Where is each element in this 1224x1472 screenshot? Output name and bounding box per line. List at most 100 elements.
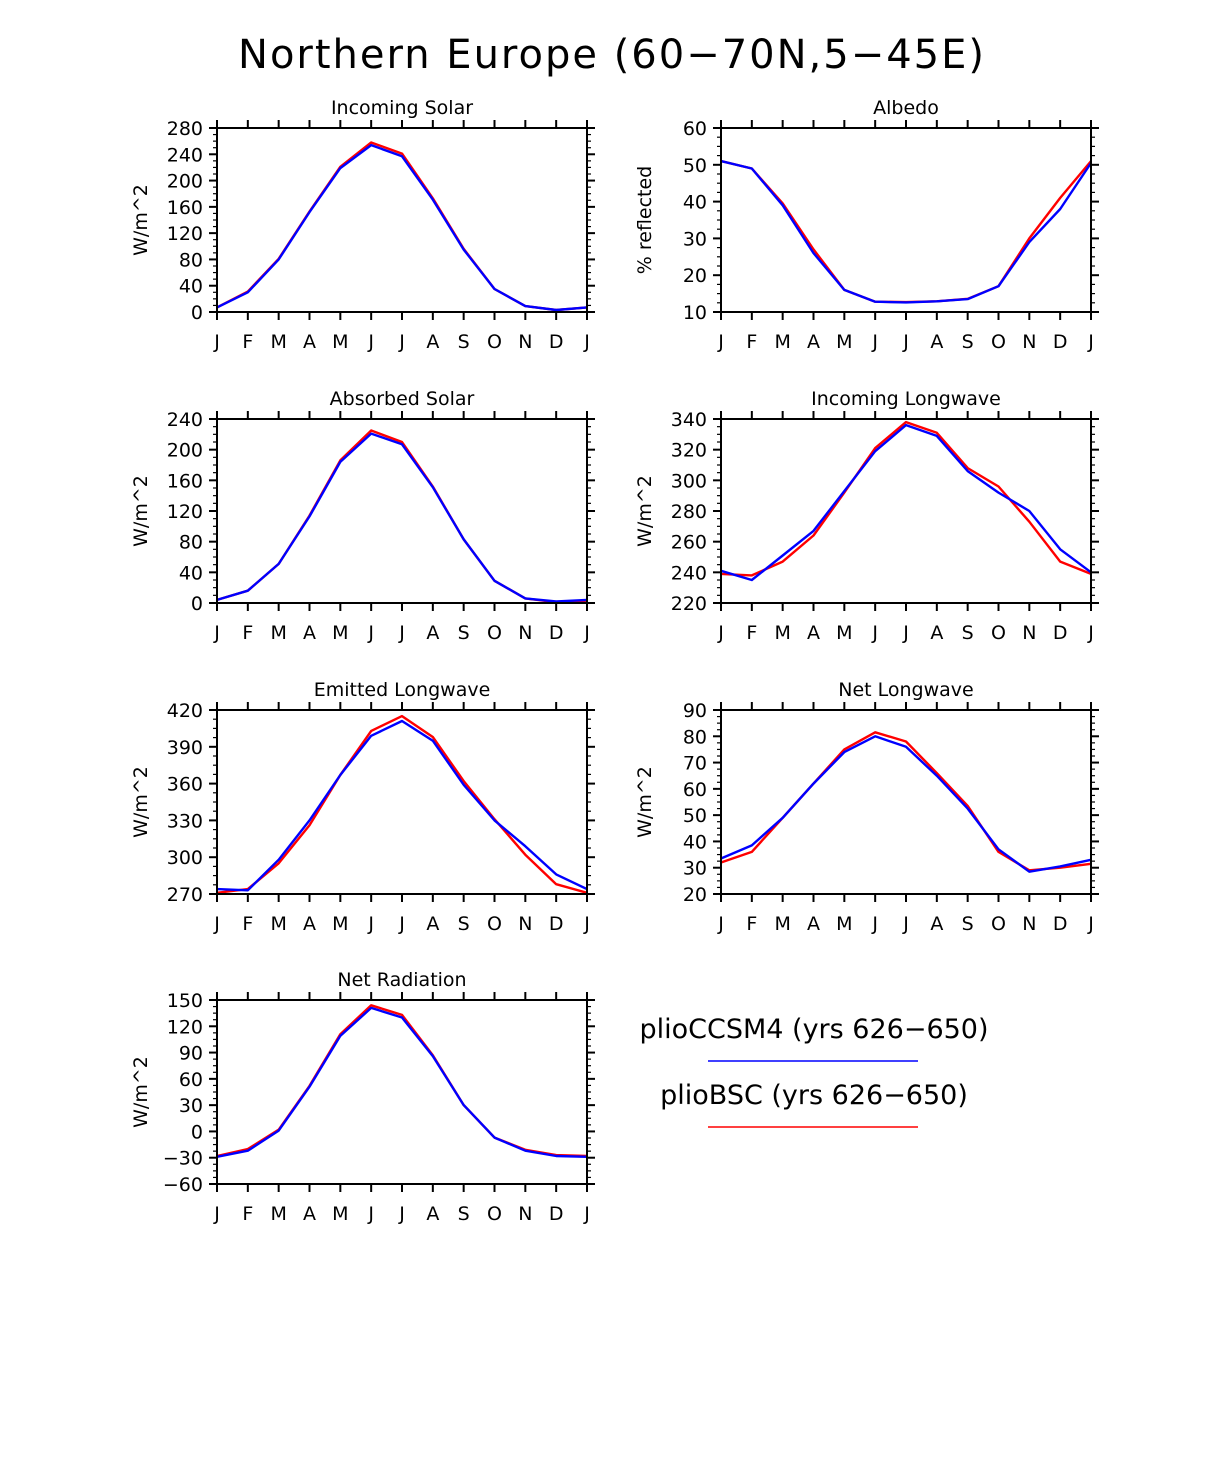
x-tick-label-albedo: M: [836, 331, 852, 353]
x-tick-label-incoming-solar: M: [270, 331, 286, 353]
plot-frame-incoming-longwave: [720, 418, 1092, 604]
series-line-plioccsm4-net-longwave: [720, 735, 1092, 873]
y-tick-label-emitted-longwave: 420: [167, 700, 203, 722]
series-line-pliobsc-incoming-longwave: [720, 420, 1092, 577]
x-tick-label-emitted-longwave: O: [487, 913, 502, 935]
y-axis-label-incoming-longwave: W/m^2: [634, 475, 656, 547]
x-tick-label-absorbed-solar: S: [458, 622, 470, 644]
y-axis-label-net-radiation: W/m^2: [130, 1056, 152, 1128]
y-tick-label-emitted-longwave: 270: [167, 884, 203, 906]
y-tick-label-net-longwave: 20: [683, 884, 707, 906]
series-line-pliobsc-absorbed-solar: [216, 429, 588, 604]
y-tick-label-albedo: 30: [683, 228, 707, 250]
x-tick-label-incoming-longwave: J: [1087, 622, 1094, 644]
x-tick-label-albedo: S: [962, 331, 974, 353]
plot-frame-emitted-longwave: [216, 709, 588, 895]
x-tick-label-emitted-longwave: N: [518, 913, 532, 935]
y-tick-label-incoming-longwave: 340: [671, 409, 707, 431]
panel-title-incoming-solar: Incoming Solar: [331, 97, 473, 119]
series-line-pliobsc-albedo: [720, 159, 1092, 304]
x-tick-label-net-longwave: J: [871, 913, 878, 935]
x-tick-label-incoming-solar: J: [367, 331, 374, 353]
x-tick-label-net-radiation: J: [213, 1203, 220, 1225]
y-tick-label-net-radiation: 150: [167, 990, 203, 1012]
x-tick-label-albedo: D: [1053, 331, 1068, 353]
x-tick-label-net-longwave: N: [1022, 913, 1036, 935]
y-tick-label-incoming-longwave: 240: [671, 562, 707, 584]
y-tick-label-net-longwave: 70: [683, 753, 707, 775]
y-tick-label-absorbed-solar: 80: [179, 532, 203, 554]
y-tick-label-incoming-solar: 200: [167, 171, 203, 193]
x-tick-label-incoming-longwave: D: [1053, 622, 1068, 644]
y-axis-label-absorbed-solar: W/m^2: [130, 475, 152, 547]
y-axis-label-albedo: % reflected: [634, 166, 656, 274]
x-tick-label-incoming-longwave: J: [871, 622, 878, 644]
x-tick-label-absorbed-solar: J: [213, 622, 220, 644]
x-tick-label-albedo: A: [930, 331, 943, 353]
y-tick-label-albedo: 10: [683, 302, 707, 324]
figure-title: Northern Europe (60−70N,5−45E): [238, 32, 986, 78]
x-tick-label-net-longwave: M: [774, 913, 790, 935]
x-tick-label-incoming-longwave: O: [991, 622, 1006, 644]
x-tick-label-emitted-longwave: S: [458, 913, 470, 935]
x-tick-label-net-longwave: O: [991, 913, 1006, 935]
x-tick-label-incoming-solar: F: [242, 331, 253, 353]
x-tick-label-albedo: J: [902, 331, 909, 353]
y-axis-label-emitted-longwave: W/m^2: [130, 766, 152, 838]
y-tick-label-net-longwave: 90: [683, 700, 707, 722]
y-tick-label-emitted-longwave: 330: [167, 810, 203, 832]
y-tick-label-incoming-longwave: 320: [671, 440, 707, 462]
series-line-pliobsc-emitted-longwave: [216, 714, 588, 894]
plot-frame-absorbed-solar: [216, 418, 588, 604]
series-line-pliobsc-net-longwave: [720, 731, 1092, 872]
x-tick-label-net-longwave: A: [807, 913, 820, 935]
y-tick-label-emitted-longwave: 390: [167, 737, 203, 759]
x-tick-label-net-radiation: O: [487, 1203, 502, 1225]
x-tick-label-incoming-solar: D: [549, 331, 564, 353]
plot-frame-net-longwave: [720, 709, 1092, 895]
x-tick-label-net-longwave: J: [902, 913, 909, 935]
x-tick-label-net-radiation: J: [583, 1203, 590, 1225]
y-tick-label-emitted-longwave: 300: [167, 847, 203, 869]
y-tick-label-absorbed-solar: 200: [167, 440, 203, 462]
y-tick-label-incoming-solar: 280: [167, 118, 203, 140]
y-tick-label-incoming-solar: 0: [191, 302, 203, 324]
y-axis-label-incoming-solar: W/m^2: [130, 184, 152, 256]
y-tick-label-absorbed-solar: 120: [167, 501, 203, 523]
x-tick-label-incoming-longwave: A: [807, 622, 820, 644]
panel-title-net-longwave: Net Longwave: [838, 679, 974, 701]
x-tick-label-emitted-longwave: D: [549, 913, 564, 935]
x-tick-label-net-radiation: J: [367, 1203, 374, 1225]
y-tick-label-absorbed-solar: 160: [167, 470, 203, 492]
x-tick-label-net-longwave: F: [746, 913, 757, 935]
y-tick-label-net-radiation: −60: [163, 1174, 203, 1196]
plot-frame-albedo: [720, 127, 1092, 313]
y-tick-label-incoming-solar: 240: [167, 144, 203, 166]
x-tick-label-incoming-longwave: J: [902, 622, 909, 644]
x-tick-label-emitted-longwave: J: [398, 913, 405, 935]
x-tick-label-albedo: F: [746, 331, 757, 353]
x-tick-label-incoming-longwave: N: [1022, 622, 1036, 644]
x-tick-label-emitted-longwave: J: [213, 913, 220, 935]
y-tick-label-net-longwave: 80: [683, 726, 707, 748]
panel-title-emitted-longwave: Emitted Longwave: [314, 679, 491, 701]
x-tick-label-albedo: N: [1022, 331, 1036, 353]
y-tick-label-absorbed-solar: 240: [167, 409, 203, 431]
legend-label-pliobsc: plioBSC (yrs 626−650): [660, 1080, 968, 1111]
series-line-plioccsm4-incoming-longwave: [720, 423, 1092, 582]
x-tick-label-incoming-solar: J: [213, 331, 220, 353]
y-tick-label-absorbed-solar: 0: [191, 593, 203, 615]
series-line-plioccsm4-albedo: [720, 159, 1092, 304]
x-tick-label-absorbed-solar: F: [242, 622, 253, 644]
x-tick-label-incoming-longwave: M: [774, 622, 790, 644]
y-tick-label-net-radiation: 60: [179, 1069, 203, 1091]
y-tick-label-albedo: 20: [683, 265, 707, 287]
x-tick-label-net-radiation: A: [426, 1203, 439, 1225]
x-tick-label-net-longwave: S: [962, 913, 974, 935]
y-tick-label-net-longwave: 60: [683, 779, 707, 801]
x-tick-label-incoming-longwave: M: [836, 622, 852, 644]
y-tick-label-albedo: 50: [683, 155, 707, 177]
